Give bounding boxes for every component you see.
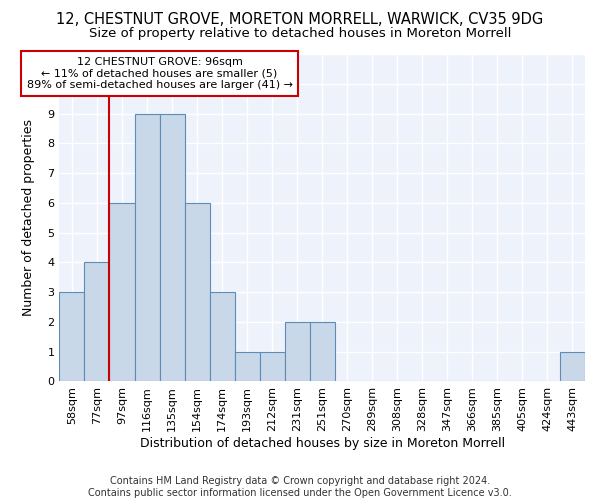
- Bar: [209, 292, 235, 382]
- Bar: [260, 352, 284, 382]
- Bar: [185, 203, 209, 382]
- Text: Contains HM Land Registry data © Crown copyright and database right 2024.
Contai: Contains HM Land Registry data © Crown c…: [88, 476, 512, 498]
- X-axis label: Distribution of detached houses by size in Moreton Morrell: Distribution of detached houses by size …: [140, 437, 505, 450]
- Bar: [310, 322, 335, 382]
- Text: Size of property relative to detached houses in Moreton Morrell: Size of property relative to detached ho…: [89, 28, 511, 40]
- Bar: [109, 203, 134, 382]
- Bar: [134, 114, 160, 382]
- Bar: [560, 352, 585, 382]
- Bar: [59, 292, 85, 382]
- Y-axis label: Number of detached properties: Number of detached properties: [22, 119, 35, 316]
- Bar: [160, 114, 185, 382]
- Bar: [235, 352, 260, 382]
- Bar: [85, 262, 109, 382]
- Text: 12, CHESTNUT GROVE, MORETON MORRELL, WARWICK, CV35 9DG: 12, CHESTNUT GROVE, MORETON MORRELL, WAR…: [56, 12, 544, 28]
- Text: 12 CHESTNUT GROVE: 96sqm
← 11% of detached houses are smaller (5)
89% of semi-de: 12 CHESTNUT GROVE: 96sqm ← 11% of detach…: [26, 56, 293, 90]
- Bar: [284, 322, 310, 382]
